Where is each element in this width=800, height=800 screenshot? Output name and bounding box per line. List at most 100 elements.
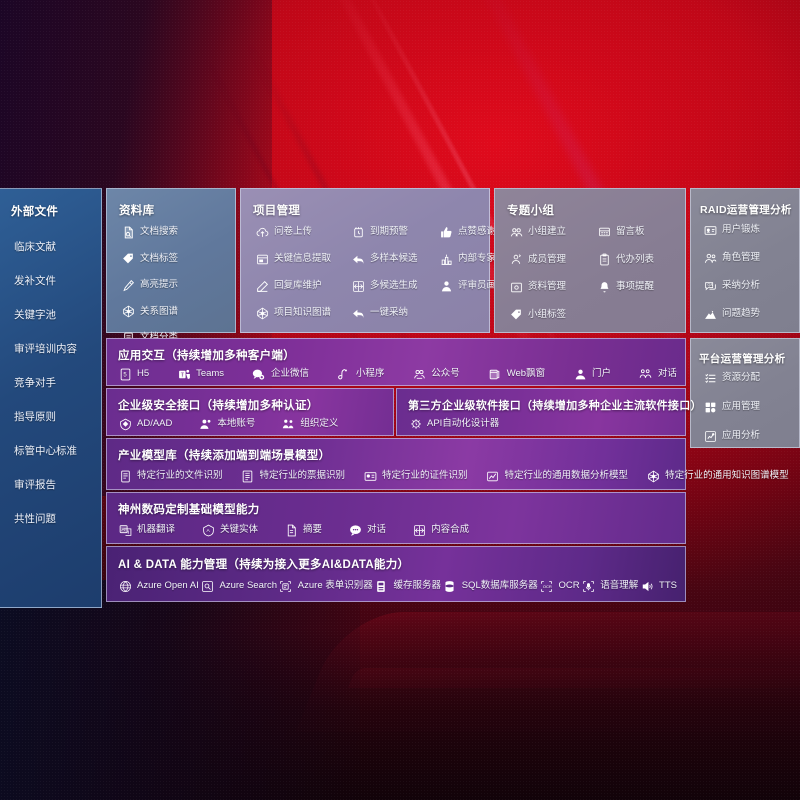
panel-topic-team: 专题小组 小组建立 留言板 成员管理 代办列表 资料管理 <box>494 188 686 333</box>
project-item-reply-library[interactable]: 回复库维护 <box>255 279 351 293</box>
app-item-dialog[interactable]: 对话 <box>639 367 677 381</box>
base-item-dialog[interactable]: 对话 <box>348 523 386 537</box>
base-label-4: 内容合成 <box>431 524 470 536</box>
project-item-multi-candidate-gen[interactable]: 多候选生成 <box>351 279 439 293</box>
app-item-portal[interactable]: 门户 <box>573 367 611 381</box>
model-item-data-analysis[interactable]: 特定行业的通用数据分析模型 <box>486 469 628 483</box>
library-item-document-tag[interactable]: 文档标签 <box>121 252 178 266</box>
svg-text:OCR: OCR <box>543 584 552 589</box>
ai-item-ocr[interactable]: OCR OCR <box>539 579 580 593</box>
project-item-one-click-adopt[interactable]: 一键采纳 <box>351 306 439 320</box>
sidebar-item-competitors[interactable]: 竞争对手 <box>14 376 56 389</box>
sidebar-item-common-issues[interactable]: 共性问题 <box>14 512 56 525</box>
project-label-2: 点赞感谢 <box>458 226 497 238</box>
project-item-multi-sample-candidate[interactable]: 多样本候选 <box>351 252 439 266</box>
raid-item-role-management[interactable]: 角色管理 <box>703 251 760 265</box>
ai-item-azure-search[interactable]: Azure Search <box>201 579 277 593</box>
app-item-wecom[interactable]: 企业微信 <box>252 367 309 381</box>
platform-item-resource-allocation[interactable]: 资源分配 <box>703 371 760 385</box>
app-label-7: 对话 <box>657 368 677 380</box>
platform-item-app-analysis[interactable]: 应用分析 <box>703 429 760 443</box>
ai-item-cache-server[interactable]: 缓存服务器 <box>374 579 441 593</box>
app-item-teams[interactable]: T Teams <box>177 367 224 381</box>
app-item-h5[interactable]: 5 H5 <box>118 367 149 381</box>
sidebar-item-review-report[interactable]: 审评报告 <box>14 478 56 491</box>
model-item-id-recognition[interactable]: 特定行业的证件识别 <box>363 469 468 483</box>
project-label-7: 多候选生成 <box>370 280 418 292</box>
raid-item-user-training[interactable]: 用户锻炼 <box>703 223 760 237</box>
id-card-icon <box>363 469 377 483</box>
row-title-app-interaction: 应用交互（持续增加多种客户端） <box>118 350 295 362</box>
ai-item-speech-understanding[interactable]: 语音理解 <box>581 579 638 593</box>
library-item-document-search[interactable]: 文档搜索 <box>121 225 178 239</box>
model-item-knowledge-graph[interactable]: 特定行业的通用知识图谱模型 <box>646 469 789 483</box>
team-item-group-create[interactable]: 小组建立 <box>509 225 597 239</box>
team-label-1: 留言板 <box>616 226 645 238</box>
team-label-0: 小组建立 <box>528 226 567 238</box>
web-popup-icon <box>488 367 502 381</box>
team-item-event-reminder[interactable]: 事项提醒 <box>597 280 677 294</box>
team-item-material-management[interactable]: 资料管理 <box>509 280 597 294</box>
message-board-icon <box>597 225 611 239</box>
app-item-miniprogram[interactable]: 小程序 <box>337 367 384 381</box>
receipt-icon <box>241 469 255 483</box>
tts-icon <box>640 579 654 593</box>
raid-item-adoption-analysis[interactable]: QA 采纳分析 <box>703 279 760 293</box>
base-item-content-synthesis[interactable]: 内容合成 <box>412 523 469 537</box>
graph-network-icon <box>255 306 269 320</box>
base-item-summary[interactable]: 摘要 <box>284 523 322 537</box>
team-item-member-management[interactable]: 成员管理 <box>509 253 597 267</box>
team-item-message-board[interactable]: 留言板 <box>597 225 677 239</box>
sidebar-item-keyword-pool[interactable]: 关键字池 <box>14 308 56 321</box>
h5-icon: 5 <box>118 367 132 381</box>
security-item-org-definition[interactable]: 组织定义 <box>281 417 338 431</box>
thirdparty-item-api-designer[interactable]: API自动化设计器 <box>408 417 499 431</box>
raid-item-issue-trend[interactable]: 问题趋势 <box>703 307 760 321</box>
sidebar-item-supplement-files[interactable]: 发补文件 <box>14 274 56 287</box>
project-item-key-info-extract[interactable]: 关键信息提取 <box>255 252 351 266</box>
ai-item-azure-openai[interactable]: Azure Open AI <box>118 579 199 593</box>
library-item-list: 文档搜索 文档标签 高亮提示 关系图谱 文档分类 <box>121 225 178 345</box>
sidebar-item-guidelines[interactable]: 指导原则 <box>14 410 56 423</box>
svg-text:T: T <box>180 372 184 378</box>
library-item-relation-graph[interactable]: 关系图谱 <box>121 305 178 319</box>
sidebar-item-clinical-literature[interactable]: 临床文献 <box>14 240 56 253</box>
base-item-key-entity[interactable]: A 关键实体 <box>201 523 258 537</box>
ai-item-sql-database[interactable]: SQL数据库服务器 <box>443 579 538 593</box>
row-base-model-capability: 神州数码定制基础模型能力 A 机器翻译 A 关键实体 摘要 对话 内容合成 <box>106 492 686 544</box>
platform-label-2: 应用分析 <box>722 430 761 442</box>
security-item-local-account[interactable]: 本地账号 <box>198 417 255 431</box>
app-item-web-popup[interactable]: Web飘窗 <box>488 367 545 381</box>
model-item-file-recognition[interactable]: 特定行业的文件识别 <box>118 469 223 483</box>
platform-item-app-management[interactable]: 应用管理 <box>703 400 760 414</box>
app-label-5: Web飘窗 <box>506 368 546 380</box>
model-item-receipt-recognition[interactable]: 特定行业的票据识别 <box>241 469 345 483</box>
sidebar-item-standards-center[interactable]: 标管中心标准 <box>14 444 77 457</box>
project-item-internal-expert-ranking[interactable]: 内部专家排名 <box>439 252 515 266</box>
base-item-machine-translation[interactable]: A 机器翻译 <box>118 523 175 537</box>
ai-item-azure-form[interactable]: Azure 表单识别器 <box>279 579 373 593</box>
team-label-3: 代办列表 <box>616 253 655 265</box>
project-item-reviewer-profile[interactable]: 评审员画像 <box>439 279 515 293</box>
sidebar-item-review-training[interactable]: 审评培训内容 <box>14 342 77 355</box>
project-item-questionnaire-upload[interactable]: 问卷上传 <box>255 225 351 239</box>
security-item-ad-aad[interactable]: AD/AAD <box>118 417 172 431</box>
project-label-8: 评审员画像 <box>458 280 506 292</box>
arrow-back-icon <box>351 252 365 266</box>
library-item-highlight[interactable]: 高亮提示 <box>121 278 178 292</box>
project-item-knowledge-graph[interactable]: 项目知识图谱 <box>255 306 351 320</box>
project-item-thanks[interactable]: 点赞感谢 <box>439 225 515 239</box>
app-interaction-items: 5 H5 T Teams 企业微信 小程序 公众号 Web飘窗 <box>118 367 677 381</box>
ai-item-tts[interactable]: TTS <box>640 579 677 593</box>
thirdparty-items: API自动化设计器 <box>408 417 677 431</box>
raid-label-3: 问题趋势 <box>722 308 761 320</box>
base-label-0: 机器翻译 <box>137 524 176 536</box>
team-item-todo-list[interactable]: 代办列表 <box>597 253 677 267</box>
project-item-due-alert[interactable]: 到期预警 <box>351 225 439 239</box>
shield-diamond-icon <box>118 417 132 431</box>
model-label-0: 特定行业的文件识别 <box>137 470 223 482</box>
team-item-group-tag[interactable]: 小组标签 <box>509 308 597 322</box>
tag-icon <box>509 308 523 322</box>
app-item-official-account[interactable]: 公众号 <box>412 367 460 381</box>
pen-icon <box>255 279 269 293</box>
